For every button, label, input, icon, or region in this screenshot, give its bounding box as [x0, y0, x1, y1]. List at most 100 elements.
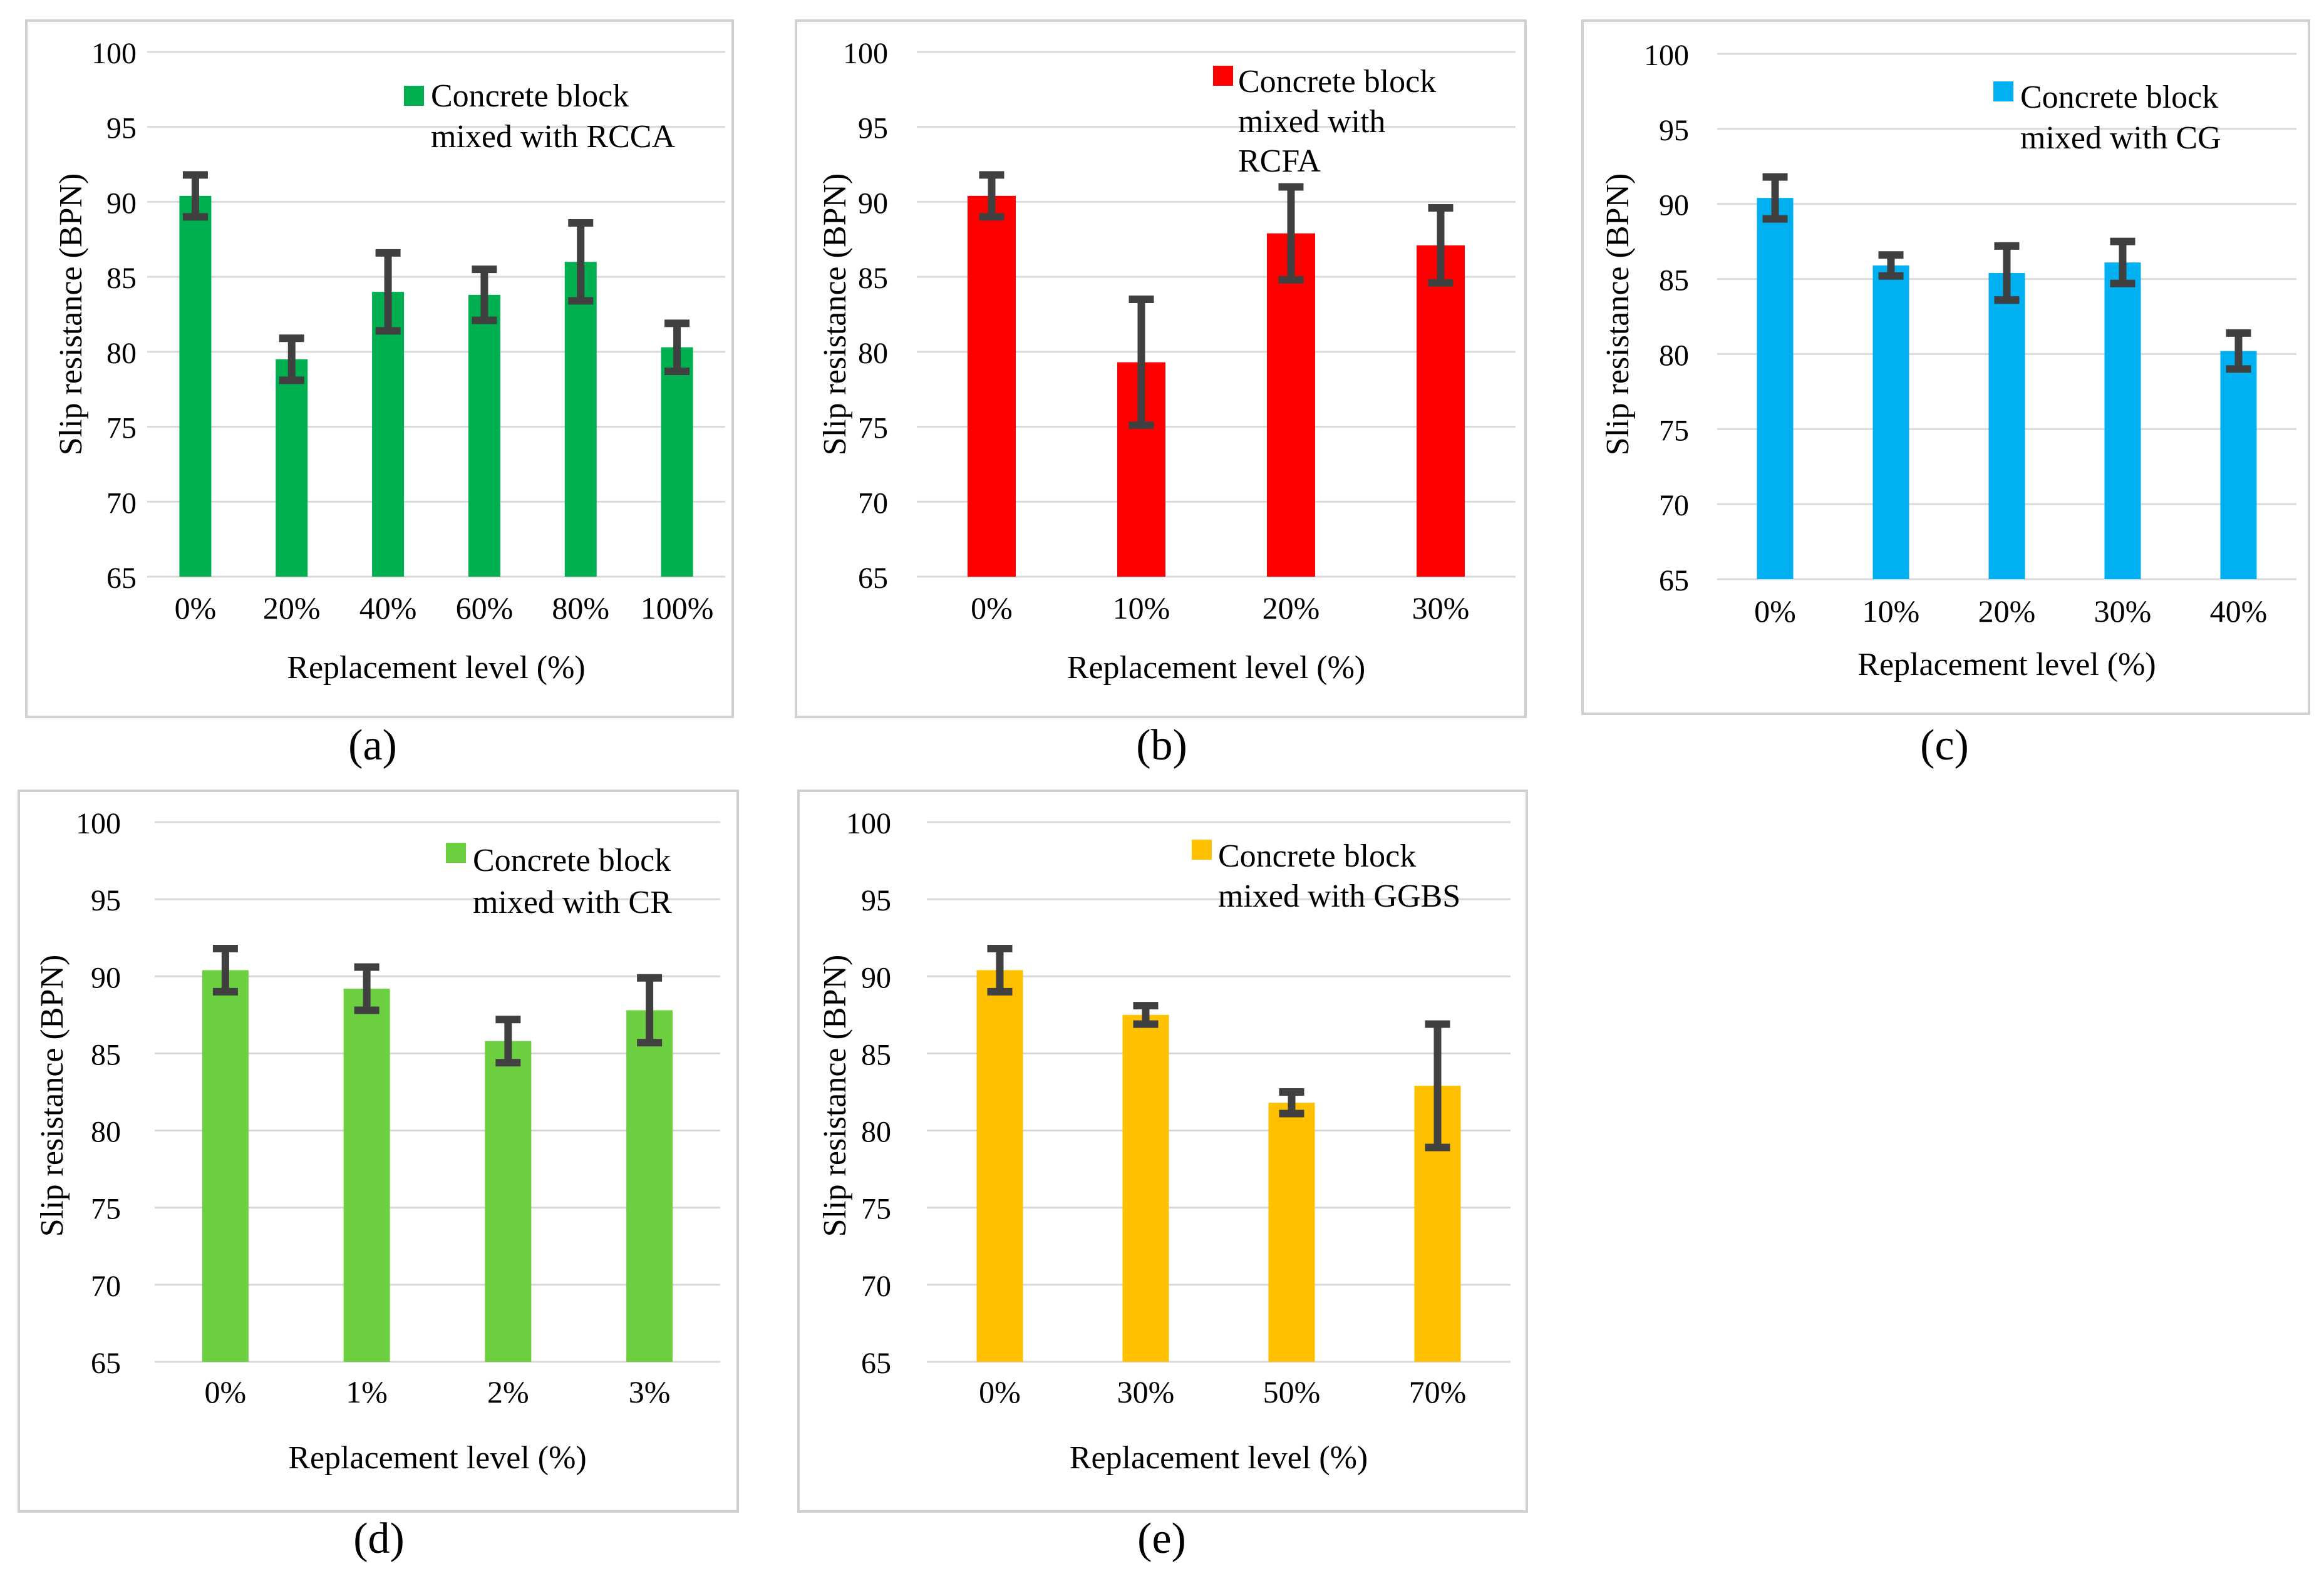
legend-swatch [1192, 840, 1212, 860]
y-tick-label: 95 [861, 884, 891, 917]
x-tick-label: 20% [1263, 590, 1320, 626]
y-tick-label: 75 [91, 1193, 121, 1226]
x-tick-label: 100% [641, 590, 714, 626]
bar [1267, 233, 1315, 577]
bar [1872, 265, 1909, 579]
y-tick-label: 65 [858, 562, 888, 595]
bar [179, 195, 212, 577]
bar [485, 1041, 532, 1362]
y-tick-label: 70 [858, 487, 888, 520]
y-tick-label: 100 [846, 807, 891, 840]
y-tick-label: 100 [91, 37, 137, 70]
legend-label: Concrete block [1218, 838, 1416, 874]
x-tick-label: 30% [2094, 594, 2152, 629]
y-tick-label: 80 [1659, 339, 1689, 372]
x-axis-label: Replacement level (%) [287, 650, 585, 686]
y-tick-label: 75 [861, 1193, 891, 1226]
y-tick-label: 95 [858, 112, 888, 145]
y-tick-label: 75 [858, 412, 888, 445]
x-tick-label: 40% [359, 590, 417, 626]
legend: Concrete block mixed with CR [446, 843, 672, 920]
x-tick-label: 30% [1412, 590, 1470, 626]
legend-swatch [1213, 66, 1233, 86]
y-tick-label: 80 [858, 337, 888, 370]
legend: Concrete block mixed with GGBS [1192, 838, 1460, 914]
legend-label: mixed with CR [473, 885, 672, 920]
legend-label: mixed with GGBS [1218, 878, 1460, 914]
legend-label: mixed with [1238, 104, 1385, 140]
y-tick-label: 80 [91, 1116, 121, 1149]
x-axis-label: Replacement level (%) [1067, 650, 1365, 686]
y-tick-label: 90 [91, 961, 121, 994]
bar [372, 292, 405, 577]
bar [1122, 1014, 1169, 1362]
x-tick-label: 40% [2210, 594, 2268, 629]
x-tick-label: 60% [456, 590, 514, 626]
bar [1988, 272, 2025, 579]
legend-label: mixed with RCCA [431, 119, 675, 155]
panel-label: (a) [348, 721, 397, 770]
y-axis-label: Slip resistance (BPN) [817, 173, 853, 456]
bar [1268, 1103, 1315, 1362]
y-tick-label: 75 [1659, 414, 1689, 447]
y-tick-label: 80 [106, 337, 137, 370]
y-tick-label: 90 [858, 187, 888, 220]
bar [1757, 198, 1794, 579]
legend-swatch [1993, 81, 2013, 101]
bar [276, 359, 308, 577]
chart-panel-1: 65 70 75 80 85 90 95 100 0% 20% 40% 60% 80% 100% Repla… [25, 19, 734, 770]
chart-panel-4: 65 70 75 80 85 90 95 100 0% 1% 2% 3% Replacement lev… [18, 790, 739, 1563]
bar [2104, 262, 2141, 579]
x-tick-label: 10% [1113, 590, 1170, 626]
y-tick-label: 100 [843, 37, 888, 70]
legend-label: mixed with CG [2020, 120, 2221, 156]
bar [343, 988, 390, 1362]
bar [2220, 351, 2257, 579]
x-tick-label: 0% [205, 1374, 247, 1409]
x-tick-label: 1% [346, 1374, 388, 1409]
panel-label: (d) [353, 1515, 405, 1563]
bar [661, 347, 693, 577]
x-tick-label: 20% [1978, 594, 2036, 629]
y-axis-label: Slip resistance (BPN) [34, 955, 70, 1237]
y-tick-label: 95 [106, 112, 137, 145]
y-tick-label: 65 [1659, 564, 1689, 597]
bar [976, 970, 1023, 1362]
y-axis-label: Slip resistance (BPN) [1600, 173, 1636, 456]
chart-border [1581, 19, 2310, 715]
x-tick-label: 0% [1754, 594, 1796, 629]
bar [968, 195, 1016, 577]
y-tick-label: 100 [1644, 39, 1689, 72]
y-tick-label: 85 [858, 262, 888, 295]
panel-label: (e) [1137, 1515, 1186, 1563]
legend-label: RCFA [1238, 143, 1321, 179]
y-tick-label: 65 [91, 1347, 121, 1380]
y-tick-label: 95 [91, 884, 121, 917]
legend-label: Concrete block [431, 78, 629, 114]
y-tick-label: 70 [106, 487, 137, 520]
y-axis-label: Slip resistance (BPN) [817, 955, 853, 1237]
x-axis-label: Replacement level (%) [1857, 647, 2156, 682]
y-tick-label: 80 [861, 1116, 891, 1149]
chart-panel-3: 65 70 75 80 85 90 95 100 0% 10% 20% 30% 40% Replaceme… [1581, 19, 2310, 770]
bar [468, 294, 500, 577]
y-tick-label: 90 [1659, 189, 1689, 222]
legend-label: Concrete block [473, 843, 671, 878]
x-tick-label: 3% [629, 1374, 671, 1409]
y-axis-label: Slip resistance (BPN) [53, 173, 89, 456]
y-tick-label: 90 [106, 187, 137, 220]
legend-label: Concrete block [1238, 64, 1436, 100]
x-tick-label: 2% [487, 1374, 529, 1409]
legend: Concrete block mixed with RCCA [404, 78, 675, 155]
y-tick-label: 100 [76, 807, 121, 840]
chart-panel-5: 65 70 75 80 85 90 95 100 0% 30% 50% 70% Replacement … [797, 790, 1528, 1563]
x-tick-label: 20% [263, 590, 321, 626]
panel-label: (c) [1920, 721, 1969, 770]
bar [564, 262, 597, 577]
y-tick-label: 90 [861, 961, 891, 994]
legend-swatch [446, 843, 466, 863]
y-tick-label: 85 [106, 262, 137, 295]
x-tick-label: 70% [1409, 1374, 1467, 1409]
y-tick-label: 85 [1659, 264, 1689, 297]
